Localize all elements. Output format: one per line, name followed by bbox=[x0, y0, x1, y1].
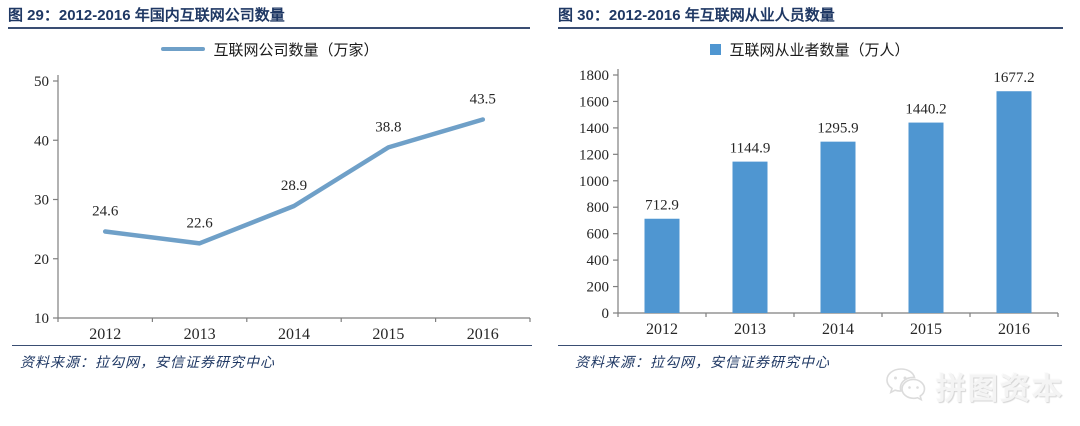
svg-text:2012: 2012 bbox=[646, 321, 678, 338]
svg-text:200: 200 bbox=[587, 280, 610, 296]
svg-text:2012: 2012 bbox=[89, 326, 121, 343]
svg-text:40: 40 bbox=[34, 133, 49, 149]
svg-text:43.5: 43.5 bbox=[470, 92, 496, 108]
svg-text:1144.9: 1144.9 bbox=[730, 141, 771, 157]
svg-text:2016: 2016 bbox=[467, 326, 499, 343]
svg-text:2013: 2013 bbox=[734, 321, 766, 338]
svg-text:10: 10 bbox=[34, 311, 49, 327]
svg-text:20: 20 bbox=[34, 252, 49, 268]
svg-text:1440.2: 1440.2 bbox=[905, 102, 946, 118]
y-axis-labels: 0 200 400 600 800 1000 1200 1400 1600 1800 bbox=[579, 68, 609, 322]
svg-text:400: 400 bbox=[587, 253, 610, 269]
legend-label: 互联网公司数量（万家） bbox=[213, 42, 379, 59]
figure-30-legend: 互联网从业者数量（万人） bbox=[540, 38, 1080, 60]
line-series bbox=[102, 117, 486, 246]
svg-text:2015: 2015 bbox=[910, 321, 942, 338]
figure-30-title: 图 30：2012-2016 年互联网从业人员数量 bbox=[558, 7, 835, 24]
data-labels: 712.9 1144.9 1295.9 1440.2 1677.2 bbox=[645, 70, 1035, 214]
svg-text:28.9: 28.9 bbox=[281, 178, 307, 194]
svg-text:0: 0 bbox=[602, 306, 610, 322]
title-underline bbox=[558, 27, 1063, 29]
svg-text:1000: 1000 bbox=[579, 174, 609, 190]
bar-2014 bbox=[820, 141, 856, 313]
svg-text:30: 30 bbox=[34, 193, 49, 209]
axes bbox=[53, 75, 531, 322]
figure-29-source: 资料来源：拉勾网，安信证券研究中心 bbox=[20, 356, 275, 371]
svg-text:600: 600 bbox=[587, 227, 610, 243]
figure-30-panel: 图 30：2012-2016 年互联网从业人员数量 互联网从业者数量（万人） 0… bbox=[540, 0, 1080, 426]
bar-2016 bbox=[996, 91, 1032, 313]
svg-text:800: 800 bbox=[587, 200, 610, 216]
source-divider bbox=[558, 345, 1062, 346]
svg-text:1400: 1400 bbox=[579, 121, 609, 137]
svg-text:2013: 2013 bbox=[184, 326, 216, 343]
svg-text:1295.9: 1295.9 bbox=[817, 121, 858, 137]
bar-2015 bbox=[908, 122, 944, 314]
svg-text:1677.2: 1677.2 bbox=[993, 70, 1034, 86]
svg-text:24.6: 24.6 bbox=[92, 203, 119, 219]
data-labels: 24.6 22.6 28.9 38.8 43.5 bbox=[92, 92, 496, 232]
svg-text:22.6: 22.6 bbox=[186, 215, 213, 231]
svg-text:38.8: 38.8 bbox=[375, 119, 401, 135]
figure-29-panel: 图 29：2012-2016 年国内互联网公司数量 互联网公司数量（万家） 10… bbox=[0, 7, 540, 371]
svg-text:2014: 2014 bbox=[278, 326, 310, 343]
svg-text:712.9: 712.9 bbox=[645, 198, 679, 214]
figure-29-title: 图 29：2012-2016 年国内互联网公司数量 bbox=[8, 7, 285, 24]
line-series-swatch-icon bbox=[161, 47, 206, 51]
title-underline bbox=[8, 27, 530, 29]
figure-29-legend: 互联网公司数量（万家） bbox=[0, 38, 540, 60]
svg-text:50: 50 bbox=[34, 74, 49, 90]
bars bbox=[644, 91, 1032, 314]
figure-30-source: 资料来源：拉勾网，安信证券研究中心 bbox=[575, 356, 830, 371]
bar-2012 bbox=[644, 218, 680, 313]
svg-text:2015: 2015 bbox=[372, 326, 404, 343]
legend-label: 互联网从业者数量（万人） bbox=[729, 42, 910, 59]
bar-2013 bbox=[732, 161, 768, 313]
company-count-line-chart: 10 20 30 40 50 2012 2013 2014 2015 2016 24.6 22.6 28… bbox=[34, 74, 531, 343]
x-axis-labels: 2012 2013 2014 2015 2016 bbox=[89, 326, 499, 343]
svg-text:1200: 1200 bbox=[579, 147, 609, 163]
bar-series-swatch-icon bbox=[710, 43, 722, 55]
x-axis-labels: 2012 2013 2014 2015 2016 bbox=[646, 321, 1030, 338]
svg-text:2016: 2016 bbox=[998, 321, 1030, 338]
svg-text:1600: 1600 bbox=[579, 94, 609, 110]
svg-text:2014: 2014 bbox=[822, 321, 854, 338]
y-axis-labels: 10 20 30 40 50 bbox=[34, 74, 49, 327]
source-divider bbox=[12, 345, 532, 346]
svg-text:1800: 1800 bbox=[579, 68, 609, 84]
